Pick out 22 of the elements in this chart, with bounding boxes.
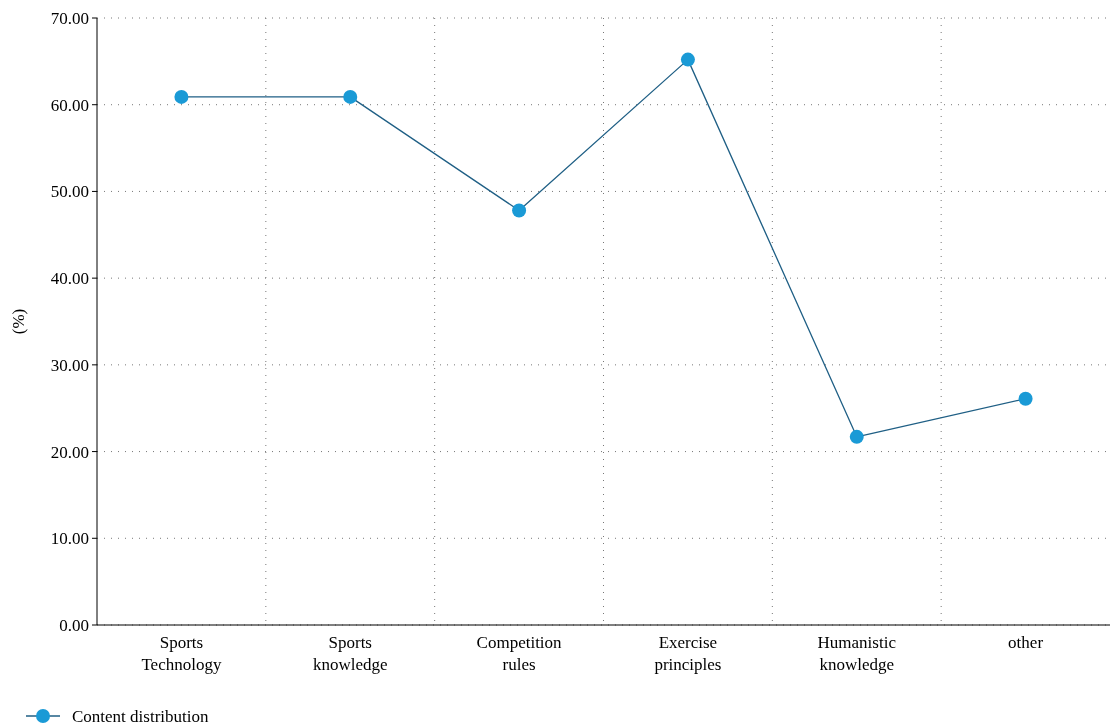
point <box>849 429 864 444</box>
legend-label: Content distribution <box>72 706 209 726</box>
y-axis-title: (%) <box>9 308 28 335</box>
x-tick-label: Exercise principles <box>654 633 722 674</box>
x-tick-label: Competition rules <box>476 633 563 674</box>
y-tick-label: 10.00 <box>50 529 89 549</box>
y-tick-label: 70.00 <box>50 8 89 28</box>
y-tick-label: 60.00 <box>50 95 89 115</box>
x-tick-label: other <box>1008 633 1044 652</box>
point <box>1018 391 1033 406</box>
x-tick-label: Sports Technology <box>141 633 222 674</box>
point <box>680 52 695 67</box>
y-tick-label: 20.00 <box>50 442 89 462</box>
point <box>512 203 527 218</box>
y-tick-label: 0.00 <box>59 615 89 635</box>
x-tick-label: Sports knowledge <box>312 633 388 674</box>
point <box>174 89 189 104</box>
point <box>343 89 358 104</box>
y-tick-label: 30.00 <box>50 355 89 375</box>
y-tick-label: 40.00 <box>50 269 89 289</box>
y-tick-label: 50.00 <box>50 182 89 202</box>
x-tick-label: Humanistic knowledge <box>817 633 897 674</box>
